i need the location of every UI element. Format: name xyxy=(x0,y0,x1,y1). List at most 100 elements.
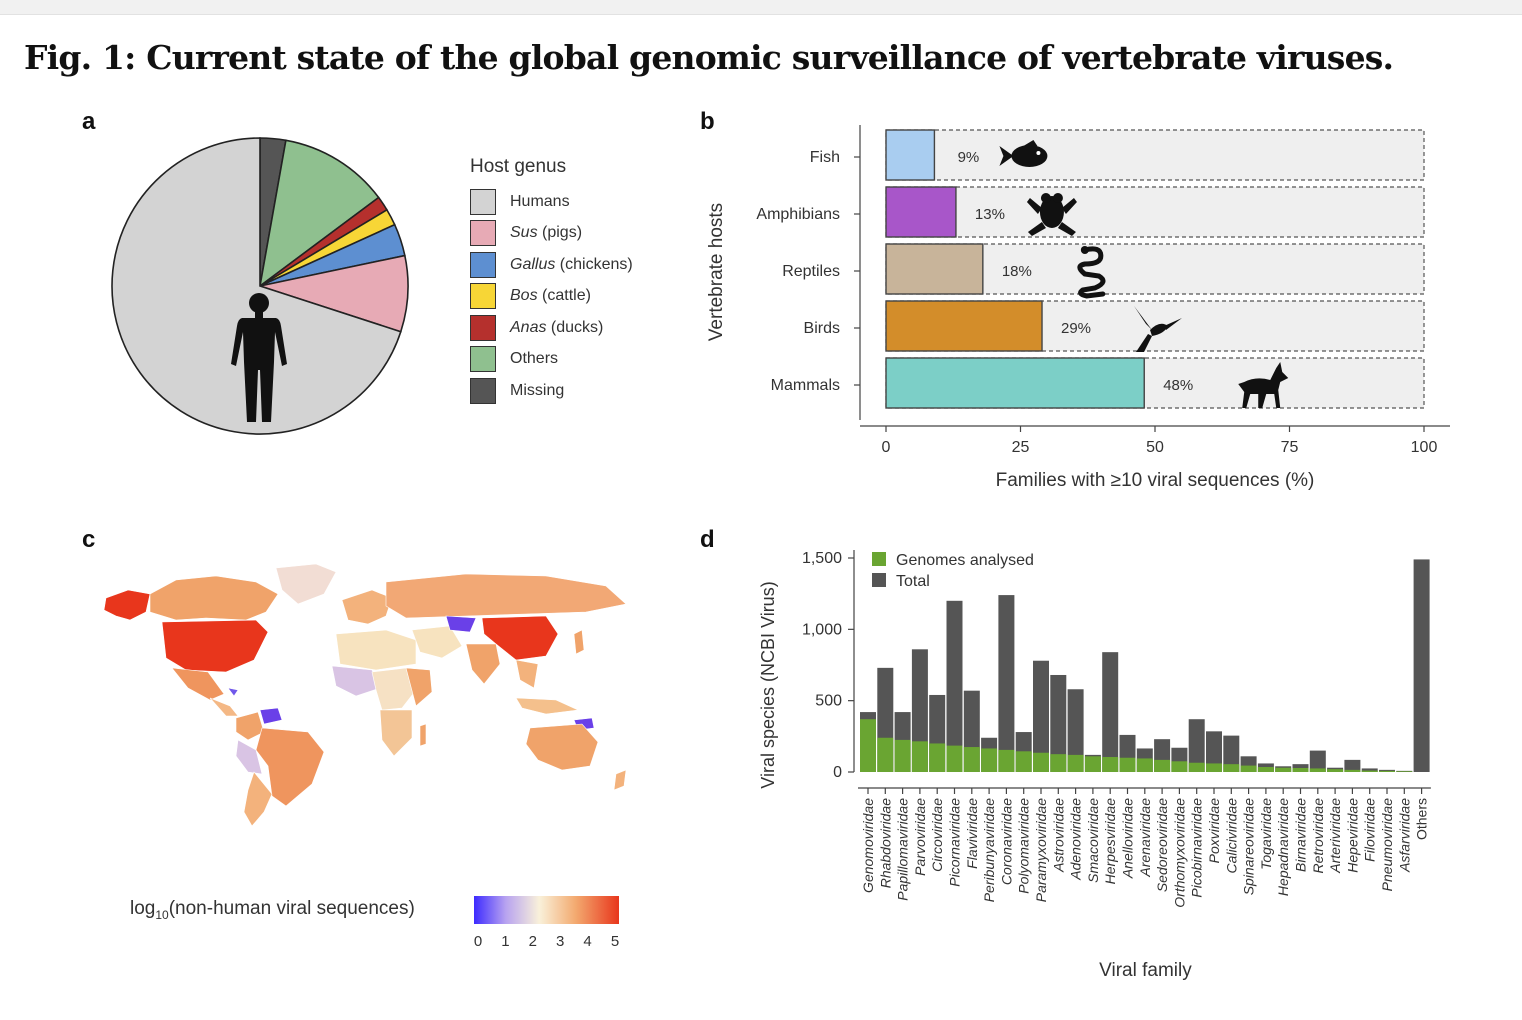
panel-d-bar-chart: 0 500 1,000 1,500 Viral species (NCBI Virus)… xyxy=(758,550,1431,981)
map-region-indonesia xyxy=(515,697,580,715)
panel-label-b: b xyxy=(700,108,715,135)
x-tick-label-smacoviridae: Smacoviridae xyxy=(1085,798,1101,883)
map-region-australia xyxy=(525,723,599,771)
x-tick-label-paramyxoviridae: Paramyxoviridae xyxy=(1033,798,1049,902)
bar-genomes-circoviridae xyxy=(929,743,946,772)
legend-item-sus: Sus (pigs) xyxy=(470,218,700,250)
bar-genomes-parvoviridae xyxy=(911,741,928,772)
bar-genomes-paramyxoviridae xyxy=(1033,752,1049,772)
map-region-madagascar xyxy=(419,723,427,747)
panel-label-a: a xyxy=(82,108,96,135)
x-tick-label-75: 75 xyxy=(1281,439,1299,456)
map-region-brazil xyxy=(255,727,325,807)
legend-item-bos: Bos (cattle) xyxy=(470,281,700,313)
category-label-birds: Birds xyxy=(804,320,840,337)
map-region-southern-africa xyxy=(379,709,413,757)
map-region-alaska xyxy=(103,589,151,621)
bar-genomes-orthomyxoviridae xyxy=(1171,761,1188,772)
map-region-argentina xyxy=(243,771,273,827)
x-tick-label-polyomaviridae: Polyomaviridae xyxy=(1016,798,1032,894)
wolf-icon xyxy=(1238,362,1289,408)
panel-a-legend: Host genus Humans Sus (pigs) Gallus (chick… xyxy=(470,156,700,407)
x-tick-label-anelloviridae: Anelloviridae xyxy=(1120,798,1136,879)
x-tick-label-hepeviridae: Hepeviridae xyxy=(1344,798,1360,873)
bar-total-coronaviridae xyxy=(998,595,1015,772)
bar-mammals xyxy=(885,357,1145,409)
x-tick-label-togaviridae: Togaviridae xyxy=(1258,798,1274,870)
legend-item-missing: Missing xyxy=(470,375,700,407)
legend-label: Anas (ducks) xyxy=(510,318,604,336)
colorbar-tick-2: 2 xyxy=(529,933,537,950)
map-region-japan xyxy=(573,629,585,655)
x-axis-title: Families with ≥10 viral sequences (%) xyxy=(996,470,1315,491)
map-region-russia xyxy=(385,573,627,619)
legend-label: Gallus (chickens) xyxy=(510,255,633,273)
legend-label: Missing xyxy=(510,381,565,399)
x-tick-label-filoviridae: Filoviridae xyxy=(1362,798,1378,862)
legend-label: Others xyxy=(510,350,559,368)
panel-c-world-map xyxy=(103,563,627,827)
legend-swatch-genomes-analysed xyxy=(872,552,886,566)
map-region-greenland xyxy=(275,563,337,605)
x-tick-label-orthomyxoviridae: Orthomyxoviridae xyxy=(1171,798,1187,908)
bar-genomes-flaviviridae xyxy=(963,747,980,772)
bar-genomes-genomoviridae xyxy=(860,719,876,772)
frog-icon xyxy=(1026,193,1077,236)
map-colorbar: 0 1 2 3 4 5 xyxy=(474,896,619,950)
bar-genomes-retroviridae xyxy=(1309,768,1326,772)
legend-swatch xyxy=(470,251,496,278)
bar-total-retroviridae xyxy=(1309,750,1326,772)
map-region-middle-east xyxy=(411,625,463,659)
legend-label: Bos (cattle) xyxy=(510,287,591,305)
bar-total-caliciviridae xyxy=(1223,735,1240,772)
map-region-east-africa xyxy=(405,667,433,707)
bar-genomes-anelloviridae xyxy=(1119,757,1136,772)
x-tick-label-poxviridae: Poxviridae xyxy=(1206,798,1222,864)
bar-genomes-papillomaviridae xyxy=(894,739,911,772)
legend-item-anas: Anas (ducks) xyxy=(470,312,700,344)
legend-swatch xyxy=(470,314,496,341)
bar-genomes-arenaviridae xyxy=(1136,758,1153,772)
bar-total-herpesviridae xyxy=(1102,652,1119,772)
bar-genomes-pneumoviridae xyxy=(1379,770,1395,772)
colorbar-tick-4: 4 xyxy=(583,933,591,950)
legend-swatch xyxy=(470,220,496,247)
map-region-usa xyxy=(161,619,269,673)
panel-label-c: c xyxy=(82,526,96,553)
map-region-europe xyxy=(341,589,393,625)
bar-reptiles xyxy=(885,243,984,295)
x-tick-label-adenoviridae: Adenoviridae xyxy=(1068,798,1084,881)
colorbar-tick-0: 0 xyxy=(474,933,482,950)
x-tick-label-parvoviridae: Parvoviridae xyxy=(912,798,928,876)
legend-item-gallus: Gallus (chickens) xyxy=(470,249,700,281)
bar-genomes-astroviridae xyxy=(1050,754,1067,772)
x-tick-label-50: 50 xyxy=(1146,439,1164,456)
colorbar-gradient xyxy=(474,896,619,924)
x-axis-title: Viral family xyxy=(1099,960,1192,981)
map-region-central-america xyxy=(209,697,239,717)
bar-total-astroviridae xyxy=(1050,674,1067,772)
colorbar-tick-3: 3 xyxy=(556,933,564,950)
bar-genomes-smacoviridae xyxy=(1084,756,1101,772)
bar-amphibians xyxy=(885,186,957,238)
bar-total-others xyxy=(1413,559,1430,772)
hummingbird-icon xyxy=(1134,306,1183,352)
legend-swatch xyxy=(470,346,496,373)
x-tick-label-arenaviridae: Arenaviridae xyxy=(1137,798,1153,878)
map-region-canada xyxy=(149,575,279,621)
x-tick-label-papillomaviridae: Papillomaviridae xyxy=(895,798,911,901)
bar-genomes-hepeviridae xyxy=(1344,769,1361,772)
bar-genomes-filoviridae xyxy=(1361,770,1378,772)
legend-item-humans: Humans xyxy=(470,186,700,218)
bar-total-adenoviridae xyxy=(1067,689,1084,772)
y-tick-label-0: 0 xyxy=(833,764,842,781)
map-region-mexico xyxy=(171,667,225,701)
x-tick-label-spinareoviridae: Spinareoviridae xyxy=(1241,798,1257,895)
panel-b-bar-chart: Fish 9% Amphibians 13% Reptiles 18% Birds 29% Ma… xyxy=(706,125,1450,491)
colorbar-tick-1: 1 xyxy=(501,933,509,950)
bar-total-hepeviridae xyxy=(1344,759,1361,772)
map-region-west-africa xyxy=(331,665,381,697)
category-label-mammals: Mammals xyxy=(771,377,840,394)
bar-genomes-polyomaviridae xyxy=(1015,751,1032,772)
x-tick-label-arteriviridae: Arteriviridae xyxy=(1327,798,1343,874)
